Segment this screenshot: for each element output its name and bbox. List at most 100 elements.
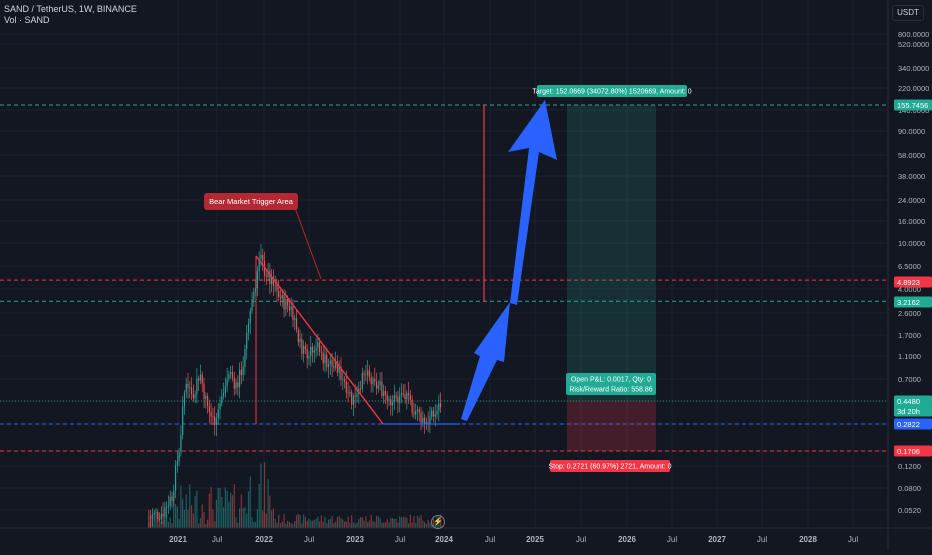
candle-body bbox=[431, 410, 433, 417]
volume-bar bbox=[206, 519, 209, 528]
candle-body bbox=[185, 383, 187, 393]
volume-indicator-title[interactable]: Vol · SAND bbox=[4, 15, 50, 25]
volume-bar bbox=[338, 516, 340, 528]
candle-body bbox=[235, 382, 237, 389]
candle-body bbox=[320, 351, 323, 354]
candle-body bbox=[377, 385, 379, 389]
candle-body bbox=[402, 393, 404, 395]
target-label-box bbox=[537, 85, 687, 97]
currency-button[interactable]: USDT bbox=[892, 5, 924, 21]
candle-body bbox=[399, 395, 401, 403]
volume-bars bbox=[148, 462, 442, 528]
candle-body bbox=[311, 346, 314, 353]
volume-bar bbox=[251, 517, 253, 528]
candle-body bbox=[415, 410, 417, 415]
price-badge-label: 0.4480 bbox=[897, 397, 920, 406]
volume-bar bbox=[416, 515, 419, 528]
x-tick-label: Jul bbox=[485, 535, 495, 544]
price-badge bbox=[894, 405, 932, 417]
volume-bar bbox=[407, 523, 410, 528]
candle-body bbox=[336, 361, 339, 373]
candle-body bbox=[190, 387, 193, 395]
volume-bar bbox=[308, 518, 310, 528]
volume-bar bbox=[349, 523, 351, 528]
volume-bar bbox=[399, 516, 401, 528]
candle-body bbox=[409, 395, 411, 400]
symbol-title[interactable]: SAND / TetherUS, 1W, BINANCE bbox=[4, 4, 137, 14]
candle-body bbox=[440, 403, 442, 408]
candle-body bbox=[319, 342, 321, 352]
volume-bar bbox=[395, 518, 397, 528]
candles bbox=[148, 244, 442, 528]
y-tick-label: 340.0000 bbox=[898, 64, 929, 73]
candle-body bbox=[395, 395, 397, 398]
candle-body bbox=[310, 346, 312, 356]
volume-bar bbox=[203, 512, 205, 528]
volume-bar bbox=[413, 515, 415, 528]
y-tick-label: 38.0000 bbox=[898, 172, 925, 181]
y-tick-label: 4.0000 bbox=[898, 285, 921, 294]
volume-bar bbox=[326, 523, 328, 528]
y-tick-label: 0.0520 bbox=[898, 506, 921, 515]
volume-bar bbox=[235, 517, 237, 528]
candle-body bbox=[335, 361, 337, 368]
volume-bar bbox=[242, 508, 244, 528]
volume-bar bbox=[246, 513, 248, 528]
volume-bar bbox=[303, 514, 305, 528]
candle-body bbox=[327, 363, 330, 367]
price-badge-label: 155.7456 bbox=[897, 101, 928, 110]
candle-body bbox=[329, 360, 331, 364]
volume-bar bbox=[393, 518, 395, 528]
volume-bar bbox=[320, 515, 323, 528]
volume-bar bbox=[299, 514, 301, 528]
candle-body bbox=[230, 372, 232, 375]
candle-body bbox=[166, 507, 168, 508]
volume-bar bbox=[292, 523, 294, 528]
candle-body bbox=[178, 452, 180, 462]
lightning-icon[interactable]: ⚡ bbox=[431, 515, 445, 529]
volume-bar bbox=[425, 523, 427, 528]
candle-body bbox=[244, 348, 246, 367]
volume-bar bbox=[189, 484, 191, 528]
volume-bar bbox=[167, 521, 170, 528]
candle-body bbox=[368, 370, 371, 378]
volume-bar bbox=[180, 485, 182, 528]
candle-body bbox=[372, 378, 374, 385]
volume-bar bbox=[367, 522, 369, 528]
candle-body bbox=[274, 284, 276, 286]
candle-body bbox=[222, 393, 225, 397]
volume-bar bbox=[354, 523, 356, 528]
x-tick-label: 2023 bbox=[346, 535, 364, 544]
volume-bar bbox=[226, 490, 228, 528]
x-tick-label: 2026 bbox=[618, 535, 636, 544]
volume-bar bbox=[342, 519, 344, 528]
volume-bar bbox=[208, 493, 210, 528]
x-tick-label: Jul bbox=[848, 535, 858, 544]
volume-bar bbox=[379, 518, 381, 528]
candle-body bbox=[356, 393, 358, 397]
candle-body bbox=[269, 270, 271, 285]
candle-body bbox=[271, 277, 273, 285]
candle-body bbox=[253, 292, 255, 300]
volume-bar bbox=[317, 516, 319, 528]
candle-body bbox=[342, 379, 344, 380]
candle-body bbox=[272, 277, 274, 286]
candle-body bbox=[367, 370, 369, 376]
candle-body bbox=[294, 318, 296, 320]
candle-body bbox=[199, 374, 202, 381]
volume-bar bbox=[319, 521, 321, 528]
volume-bar bbox=[240, 494, 242, 528]
candle-body bbox=[283, 294, 285, 310]
volume-bar bbox=[194, 496, 196, 528]
candle-body bbox=[246, 332, 248, 349]
y-tick-label: 6.5000 bbox=[898, 262, 921, 271]
candle-body bbox=[384, 391, 387, 396]
candle-body bbox=[287, 299, 289, 306]
volume-bar bbox=[363, 520, 365, 528]
volume-bar bbox=[311, 520, 314, 528]
arrow-up-small bbox=[461, 302, 510, 421]
volume-bar bbox=[222, 507, 225, 528]
volume-bar bbox=[262, 510, 264, 528]
